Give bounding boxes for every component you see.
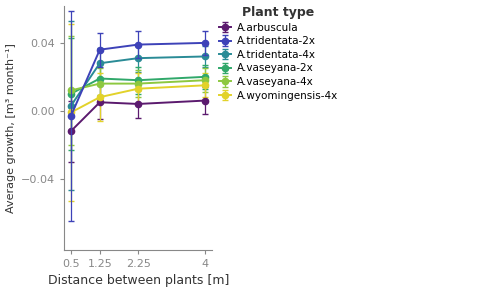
Legend: A.arbuscula, A.tridentata-2x, A.tridentata-4x, A.vaseyana-2x, A.vaseyana-4x, A.w: A.arbuscula, A.tridentata-2x, A.tridenta… [219,6,338,101]
X-axis label: Distance between plants [m]: Distance between plants [m] [48,275,229,287]
Y-axis label: Average growth, [m³ month⁻¹]: Average growth, [m³ month⁻¹] [6,43,15,213]
